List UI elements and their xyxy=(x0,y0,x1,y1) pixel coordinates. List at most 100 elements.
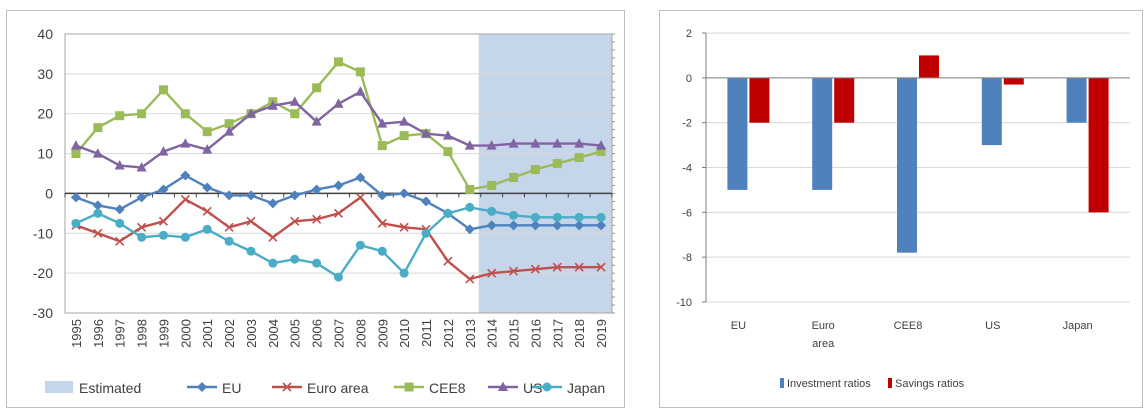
data-point-euro-area-stroke xyxy=(158,216,169,226)
legend-label-savings-ratios: Savings ratios xyxy=(895,378,965,390)
data-point-japan xyxy=(465,202,475,212)
data-point-euro-area xyxy=(290,216,300,226)
data-point-euro-area xyxy=(268,232,278,242)
data-point-us xyxy=(114,160,125,170)
bar-chart: 2 0 -2 -4 -6 -8 -10 EU Euro area CEE8 US Japan Inve… xyxy=(676,28,1130,390)
data-point-euro-area-stroke xyxy=(487,268,497,278)
legend-marker-cee8 xyxy=(404,382,414,392)
data-point-euro-area-stroke xyxy=(137,222,147,232)
data-point-eu xyxy=(180,170,191,181)
data-point-japan xyxy=(290,254,300,264)
data-point-eu xyxy=(245,190,256,201)
data-point-euro-area-stroke xyxy=(355,192,365,202)
data-point-cee8 xyxy=(158,85,168,95)
legend-swatch-savings-ratios xyxy=(888,378,892,388)
data-point-japan xyxy=(224,236,234,246)
line-chart-panel: 40 30 20 10 0 -10 -20 -30 1995 1996 1997 1998 1999 2… xyxy=(6,10,625,408)
legend-swatch-estimated xyxy=(45,381,73,393)
x-tick-label: 2004 xyxy=(266,319,281,348)
x-category-label: CEE8 xyxy=(894,320,923,332)
data-point-japan xyxy=(115,218,125,228)
data-point-euro-area xyxy=(312,214,322,224)
data-point-us xyxy=(486,140,497,150)
data-point-euro-area xyxy=(180,194,190,204)
data-point-japan xyxy=(509,210,519,220)
data-point-japan xyxy=(312,258,322,268)
y-tick-label: -10 xyxy=(676,297,692,309)
x-tick-label: 2014 xyxy=(485,319,500,348)
data-point-euro-area-stroke xyxy=(246,216,256,226)
data-point-euro-area xyxy=(224,222,234,232)
data-point-euro-area xyxy=(137,222,147,232)
data-point-japan xyxy=(355,240,365,250)
data-point-eu xyxy=(574,220,585,231)
x-category-label: Japan xyxy=(1063,320,1093,332)
data-point-cee8 xyxy=(224,119,234,129)
x-tick-label: 2018 xyxy=(572,319,587,348)
data-point-japan xyxy=(158,230,168,240)
data-point-euro-area-stroke xyxy=(465,274,475,284)
data-point-cee8 xyxy=(443,147,453,157)
data-point-us xyxy=(202,144,213,154)
data-point-eu xyxy=(333,180,344,191)
y-tick-label: 0 xyxy=(686,73,692,85)
data-point-euro-area xyxy=(552,262,562,272)
data-point-us xyxy=(552,138,563,148)
y-tick-label: -30 xyxy=(33,305,53,321)
legend-label-cee8: CEE8 xyxy=(429,380,466,396)
x-tick-label: 1996 xyxy=(91,319,106,348)
data-point-us xyxy=(224,126,235,136)
data-point-euro-area-stroke xyxy=(530,264,540,274)
data-point-eu xyxy=(70,192,81,203)
data-point-cee8 xyxy=(115,111,125,121)
bar-savings-ratios-euro-area xyxy=(834,77,855,123)
data-point-eu xyxy=(355,172,366,183)
data-point-euro-area xyxy=(355,192,365,202)
data-point-cee8 xyxy=(290,109,300,119)
data-point-euro-area xyxy=(158,216,169,226)
data-point-eu xyxy=(311,184,322,195)
data-point-euro-area-stroke xyxy=(224,222,234,232)
data-point-japan xyxy=(399,268,409,278)
y-tick-label: -10 xyxy=(33,225,53,241)
data-point-euro-area xyxy=(246,216,256,226)
x-tick-label: 1995 xyxy=(69,319,84,348)
data-point-us xyxy=(508,138,519,148)
legend-label-japan: Japan xyxy=(567,380,605,396)
data-point-euro-area-stroke xyxy=(93,228,103,238)
y-tick-label: -20 xyxy=(33,265,53,281)
data-point-euro-area-stroke xyxy=(202,206,212,216)
data-point-japan xyxy=(202,224,212,234)
data-point-cee8 xyxy=(574,153,584,163)
data-point-eu xyxy=(530,220,541,231)
x-tick-label: 2002 xyxy=(222,319,237,348)
data-point-euro-area-stroke xyxy=(508,266,519,276)
data-point-us xyxy=(267,100,278,110)
data-point-japan xyxy=(334,272,343,282)
x-category-label: Euro area xyxy=(812,320,836,350)
data-point-euro-area xyxy=(333,208,344,218)
x-category-label: US xyxy=(985,320,1000,332)
data-point-japan xyxy=(71,218,81,228)
data-point-euro-area-stroke xyxy=(552,262,562,272)
bar-savings-ratios-cee8 xyxy=(919,55,939,78)
estimated-region xyxy=(478,34,612,313)
data-point-eu xyxy=(399,188,410,199)
data-point-eu xyxy=(158,184,169,195)
data-point-euro-area-stroke xyxy=(290,216,300,226)
x-tick-label: 2019 xyxy=(594,319,609,348)
x-tick-label: 2005 xyxy=(288,319,303,348)
data-point-euro-area xyxy=(487,268,497,278)
data-point-eu xyxy=(464,224,475,235)
data-point-eu xyxy=(92,200,103,211)
data-point-euro-area xyxy=(93,228,103,238)
data-point-eu xyxy=(596,220,607,231)
x-tick-label: 2012 xyxy=(441,319,456,348)
data-point-us xyxy=(180,138,191,148)
y-tick-label: -8 xyxy=(682,252,692,264)
data-point-us xyxy=(245,108,256,118)
x-tick-label: 2016 xyxy=(528,319,543,348)
legend-marker-eu xyxy=(197,382,207,392)
x-tick-label: 2008 xyxy=(353,319,368,348)
data-point-cee8 xyxy=(137,109,147,119)
